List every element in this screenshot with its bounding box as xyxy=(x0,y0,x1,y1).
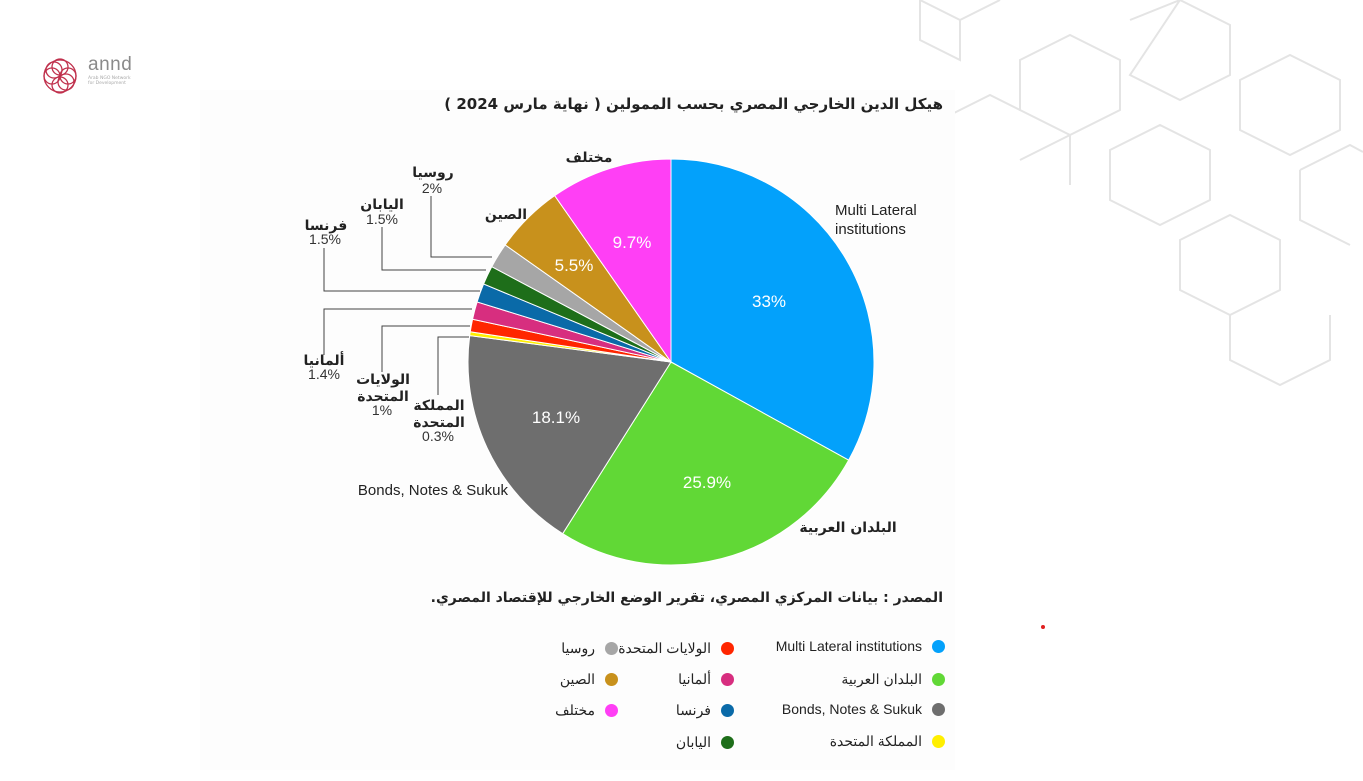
legend-label: اليابان xyxy=(675,734,711,750)
legend-label: Bonds, Notes & Sukuk xyxy=(781,701,922,717)
pie-slice-0 xyxy=(670,158,875,461)
label-france: فرنسا xyxy=(305,218,348,234)
leader-line-france xyxy=(323,248,480,292)
label-multilateral-1: Multi Lateral xyxy=(835,202,917,219)
pie-slice-1 xyxy=(561,361,850,566)
background-pattern xyxy=(919,0,1363,387)
legend-label: المملكة المتحدة xyxy=(829,733,922,749)
pct-france: 1.5% xyxy=(309,231,341,247)
pct-russia: 2% xyxy=(422,180,442,196)
legend-dot xyxy=(932,702,945,716)
label-china: الصين xyxy=(485,207,527,223)
legend-dot xyxy=(721,704,734,717)
legend-item: ألمانيا xyxy=(678,671,734,688)
source-note: المصدر : بيانات المركزي المصري، تقرير ال… xyxy=(430,590,943,606)
slice-label-misc: 9.7% xyxy=(613,233,652,252)
label-germany: ألمانيا xyxy=(304,351,345,369)
legend-item: روسيا xyxy=(561,640,618,657)
legend-dot xyxy=(721,673,734,686)
logo-name: annd xyxy=(88,54,133,75)
annd-logo xyxy=(43,58,77,94)
legend-label: البلدان العربية xyxy=(841,671,922,687)
legend-dot xyxy=(932,639,945,653)
legend-item: Bonds, Notes & Sukuk xyxy=(782,701,945,717)
legend-item: المملكة المتحدة xyxy=(830,733,945,750)
legend-label: روسيا xyxy=(561,640,595,656)
label-arab: البلدان العربية xyxy=(799,520,896,536)
legend-label: الولايات المتحدة xyxy=(618,640,711,656)
leader-line-germany xyxy=(323,308,472,355)
pie-slice-10 xyxy=(553,158,672,364)
legend-label: الصين xyxy=(559,671,595,687)
pie-slice-2 xyxy=(467,335,672,535)
label-bonds: Bonds, Notes & Sukuk xyxy=(358,482,509,499)
label-japan: اليابان xyxy=(360,197,404,213)
leader-line-uk xyxy=(437,336,469,395)
legend-item: الصين xyxy=(560,671,618,688)
chart-legend: Multi Lateral institutions البلدان العرب… xyxy=(520,636,945,761)
pct-germany: 1.4% xyxy=(308,366,340,382)
legend-label: مختلف xyxy=(555,702,595,718)
pct-us: 1% xyxy=(372,402,392,418)
legend-dot xyxy=(605,642,618,655)
legend-item: الولايات المتحدة xyxy=(618,640,734,657)
label-uk-1: المملكة xyxy=(413,398,464,414)
legend-dot xyxy=(605,704,618,717)
leader-line-japan xyxy=(381,227,486,271)
legend-item: البلدان العربية xyxy=(841,671,945,688)
label-russia: روسيا xyxy=(412,165,454,181)
leader-line-us xyxy=(381,325,470,372)
label-us-1: الولايات xyxy=(356,372,410,388)
legend-dot xyxy=(932,673,945,686)
label-uk-2: المتحدة xyxy=(413,415,465,431)
leader-line-russia xyxy=(430,196,492,258)
label-us-2: المتحدة xyxy=(357,389,409,405)
legend-dot xyxy=(721,736,734,749)
slice-label-bonds: 18.1% xyxy=(532,408,580,427)
legend-label: Multi Lateral institutions xyxy=(775,638,922,654)
chart-title: هيكل الدين الخارجي المصري بحسب الممولين … xyxy=(444,95,943,113)
legend-dot xyxy=(721,642,734,655)
marker-dot xyxy=(1041,625,1045,629)
legend-label: ألمانيا xyxy=(678,671,711,687)
legend-item: فرنسا xyxy=(676,702,734,719)
legend-item: Multi Lateral institutions xyxy=(776,638,945,654)
label-multilateral-2: institutions xyxy=(835,221,906,238)
slice-label-arab: 25.9% xyxy=(683,473,731,492)
slice-label-multilateral: 33% xyxy=(752,292,786,311)
legend-label: فرنسا xyxy=(675,702,711,718)
pct-japan: 1.5% xyxy=(366,211,398,227)
legend-item: مختلف xyxy=(555,702,618,719)
logo-subtitle: Arab NGO Network for Development xyxy=(88,76,131,86)
legend-dot xyxy=(605,673,618,686)
legend-dot xyxy=(932,735,945,748)
pct-uk: 0.3% xyxy=(422,428,454,444)
label-misc: مختلف xyxy=(566,150,613,166)
slice-label-china: 5.5% xyxy=(555,256,594,275)
legend-item: اليابان xyxy=(676,734,734,751)
